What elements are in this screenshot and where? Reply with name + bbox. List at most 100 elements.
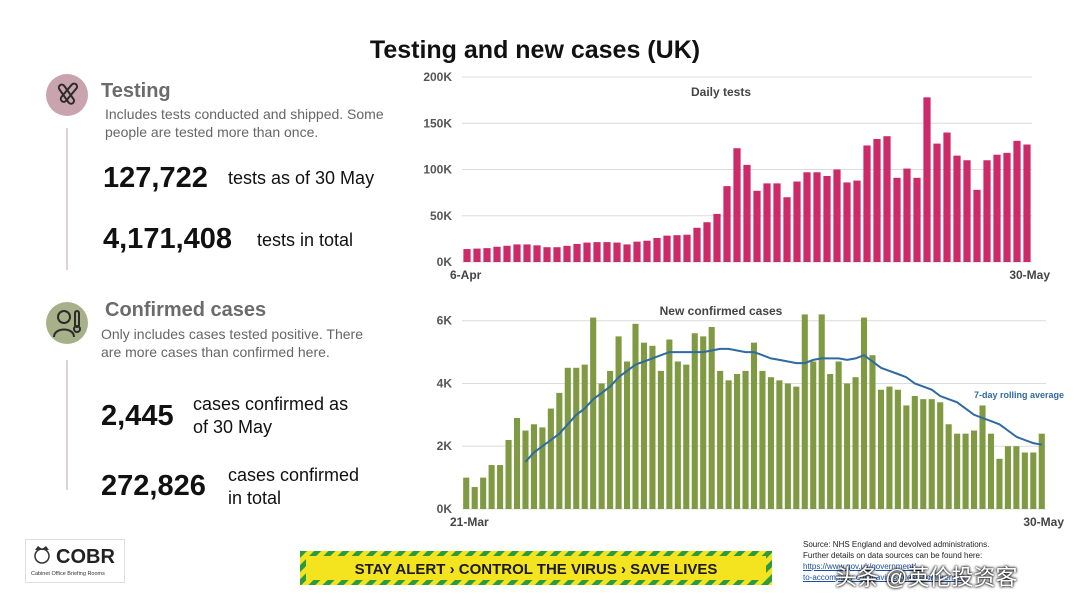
cases-bar — [556, 392, 563, 509]
testing-stat-total-value: 4,171,408 — [103, 223, 233, 255]
tests-ytick-label: 100K — [423, 163, 452, 177]
cases-bar — [666, 339, 673, 509]
tests-bar — [703, 222, 711, 262]
cases-bar — [539, 427, 546, 509]
tests-bar — [503, 245, 511, 262]
cases-ytick-label: 2K — [437, 439, 453, 453]
cases-bar — [894, 389, 901, 509]
cases-bar — [505, 439, 512, 509]
testing-stat-total-label: tests in total — [257, 230, 354, 250]
cases-bar — [776, 380, 783, 509]
tests-bar — [683, 234, 691, 262]
cases-bar — [480, 477, 487, 509]
cases-xlabel-end: 30-May — [1023, 515, 1064, 529]
cases-rolling-average-label: 7-day rolling average — [974, 390, 1064, 400]
testing-stat-daily-value: 127,722 — [103, 162, 208, 194]
tests-bar — [593, 242, 601, 262]
cases-bar — [623, 361, 631, 509]
cases-divider — [66, 360, 68, 490]
cases-bar — [573, 367, 580, 509]
cases-bar — [717, 370, 724, 509]
cases-bar — [810, 361, 817, 509]
tests-bar — [833, 169, 841, 262]
cases-bar — [767, 377, 774, 509]
cases-bar — [683, 364, 690, 509]
cases-bar — [657, 370, 664, 509]
tests-ytick-label: 150K — [423, 116, 452, 130]
cases-bar — [700, 336, 707, 509]
cases-bar — [742, 370, 749, 509]
tests-bar — [963, 160, 971, 262]
cases-bar — [1038, 433, 1045, 509]
tests-bar — [523, 244, 531, 262]
tests-bar — [893, 177, 901, 262]
cases-ytick-label: 0K — [437, 502, 453, 516]
cases-bar — [971, 430, 978, 509]
cases-bar — [640, 342, 648, 509]
cases-bar — [759, 370, 766, 509]
tests-bar — [1023, 144, 1031, 262]
testing-divider — [66, 128, 68, 270]
tests-ytick-label: 50K — [430, 209, 452, 223]
cases-title: Confirmed cases — [105, 299, 267, 321]
tests-bar — [783, 197, 791, 262]
tests-bar — [1013, 140, 1021, 262]
source-note: Source: NHS England and devolved adminis… — [803, 539, 1053, 583]
test-tube-icon — [45, 73, 89, 117]
cases-ytick-label: 4K — [437, 376, 453, 390]
tests-bar — [553, 247, 561, 262]
cases-bar — [954, 433, 961, 509]
tests-bar — [543, 247, 551, 262]
tests-bar — [643, 240, 651, 262]
cases-bar — [784, 383, 791, 509]
tests-bar — [993, 154, 1001, 262]
tests-bar — [493, 246, 501, 262]
cases-bar — [581, 364, 588, 509]
tests-bar — [853, 180, 861, 262]
tests-bar — [843, 182, 851, 262]
tests-bar — [863, 145, 871, 262]
cases-bar — [827, 374, 834, 509]
tests-bar — [983, 160, 991, 262]
tests-bar — [613, 242, 621, 262]
source-link-1[interactable]: https://www.gov.uk/government/... — [803, 562, 923, 571]
person-thermometer-icon — [45, 301, 89, 345]
tests-bar — [973, 189, 981, 262]
cases-bar — [945, 424, 952, 509]
cobr-logo: COBR Cabinet Office Briefing Rooms — [25, 539, 125, 583]
cases-bar — [1021, 452, 1028, 509]
cases-bar — [725, 380, 732, 509]
cases-bar — [513, 417, 521, 509]
cases-bar — [911, 396, 918, 509]
cases-bar — [1030, 452, 1037, 509]
tests-bar — [473, 248, 481, 262]
tests-bar — [653, 237, 661, 262]
tests-bar — [943, 132, 951, 262]
tests-bar — [663, 235, 671, 262]
tests-bar — [1003, 152, 1011, 262]
tests-bar — [743, 164, 751, 262]
tests-bar — [573, 243, 581, 262]
cases-bar — [463, 477, 470, 509]
cases-bar — [615, 336, 622, 509]
cases-bar — [471, 487, 478, 509]
banner-text: STAY ALERT › CONTROL THE VIRUS › SAVE LI… — [355, 561, 718, 578]
cases-bar — [844, 383, 851, 509]
tests-bar — [803, 172, 811, 262]
cases-bar — [708, 326, 715, 509]
stay-alert-banner: STAY ALERT › CONTROL THE VIRUS › SAVE LI… — [300, 551, 772, 585]
cases-rolling-average-line — [524, 347, 1042, 463]
tests-bar — [913, 177, 921, 262]
tests-xlabel-start: 6-Apr — [450, 268, 482, 282]
cases-bar — [522, 430, 529, 509]
cases-bar — [1013, 446, 1020, 509]
cases-bar — [564, 367, 571, 509]
source-link-2[interactable]: to-accompany-coronavirus-press-conferenc… — [803, 573, 966, 582]
cases-bar — [590, 317, 597, 509]
cases-bar — [928, 399, 935, 509]
cases-bar — [852, 377, 859, 509]
tests-title: Daily tests — [691, 85, 751, 99]
tests-bar — [883, 136, 891, 262]
tests-bar — [533, 245, 541, 262]
cases-note: Only includes cases tested positive. The… — [101, 326, 363, 360]
